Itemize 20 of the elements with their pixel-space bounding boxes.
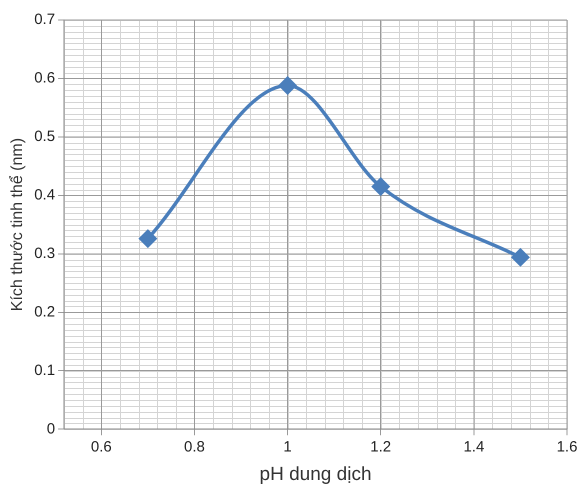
point (139, 230, 157, 248)
point (372, 178, 390, 196)
point (512, 248, 530, 266)
x-tick-label: 0.8 (184, 438, 205, 456)
x-axis-title: pH dung dịch (260, 464, 372, 485)
y-tick-label: 0 (46, 420, 56, 438)
x-tick-label: 0.6 (90, 438, 112, 456)
x-tick-label: 1.4 (463, 438, 484, 456)
y-tick-label: 0.4 (34, 186, 56, 204)
x-tick-label: 1.2 (370, 438, 392, 456)
y-tick-label: 0.1 (34, 362, 56, 379)
point (278, 76, 296, 94)
y-tick-label: 0.6 (34, 70, 56, 87)
y-tick-label: 0.7 (34, 11, 56, 28)
y-tick-label: 0.5 (34, 128, 56, 146)
y-tick-label: 0.3 (34, 244, 56, 262)
x-tick-label: 1 (283, 438, 292, 456)
x-tick-label: 1.6 (556, 438, 578, 456)
y-axis-title: Kích thước tinh thể (nm) (9, 138, 26, 312)
y-tick-label: 0.2 (34, 303, 56, 320)
